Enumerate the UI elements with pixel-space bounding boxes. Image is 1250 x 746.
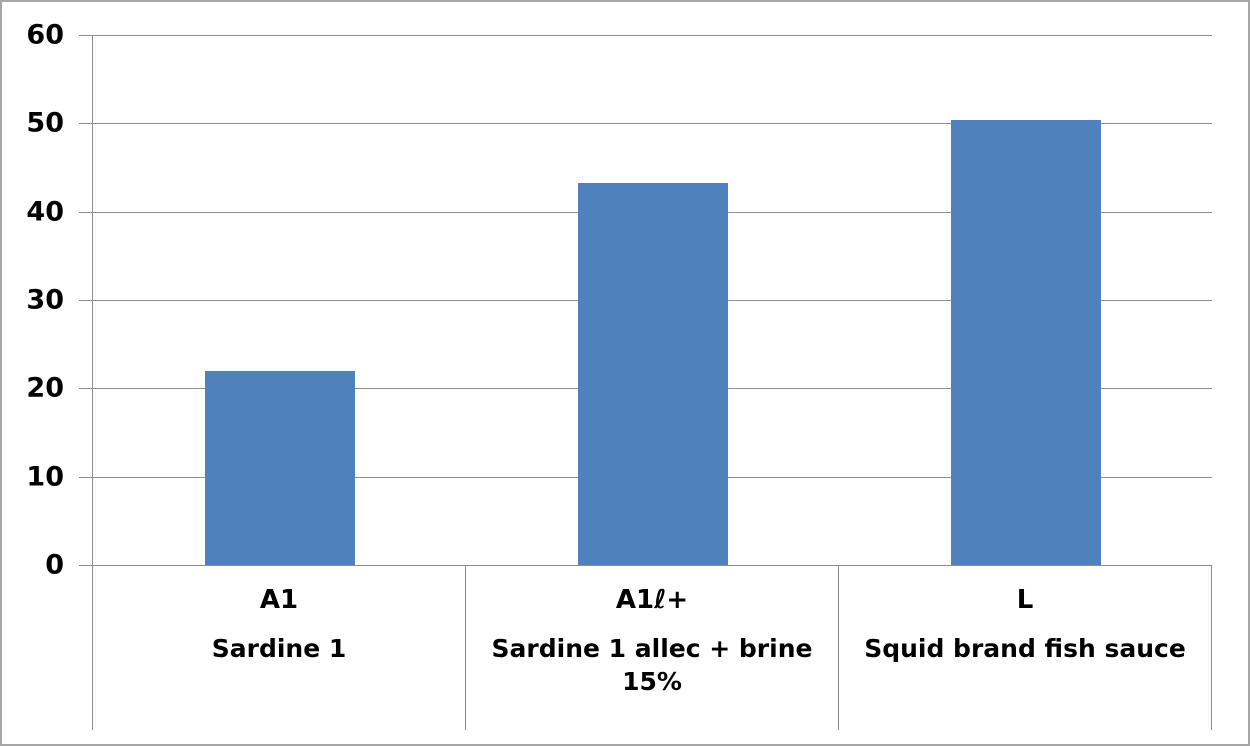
y-tick-label: 60 bbox=[26, 19, 64, 51]
category-code-label: L bbox=[1016, 585, 1034, 615]
category-group-label: Squid brand fish sauce bbox=[864, 633, 1186, 663]
bar-cell bbox=[466, 35, 839, 565]
category-cell: L Squid brand fish sauce bbox=[838, 565, 1212, 730]
y-tick-label: 30 bbox=[26, 284, 64, 316]
x-axis-labels: A1 Sardine 1 A1ℓ+ Sardine 1 allec + brin… bbox=[92, 565, 1212, 730]
y-tick-label: 50 bbox=[26, 107, 64, 139]
category-group-label: Sardine 1 bbox=[211, 633, 347, 663]
category-code-label: A1 bbox=[259, 585, 299, 615]
bar-cell bbox=[93, 35, 466, 565]
bar-sardine-1 bbox=[204, 370, 355, 565]
bar-cell bbox=[839, 35, 1212, 565]
plot-area bbox=[79, 35, 1212, 566]
y-tick-label: 10 bbox=[26, 461, 64, 493]
gridline bbox=[79, 35, 1212, 36]
category-cell: A1ℓ+ Sardine 1 allec + brine 15% bbox=[465, 565, 838, 730]
gridline bbox=[79, 565, 1212, 566]
y-tick-label: 20 bbox=[26, 372, 64, 404]
y-axis: 60 50 40 30 20 10 0 bbox=[2, 22, 64, 579]
bar-squid-brand-fish-sauce bbox=[950, 119, 1101, 565]
bars-container bbox=[93, 35, 1212, 565]
y-tick-label: 0 bbox=[45, 549, 64, 581]
category-cell: A1 Sardine 1 bbox=[92, 565, 465, 730]
y-tick-label: 40 bbox=[26, 196, 64, 228]
gridline bbox=[79, 123, 1212, 125]
bar-sardine-1-allec-brine bbox=[577, 182, 728, 565]
category-code-label: A1ℓ+ bbox=[615, 585, 689, 615]
category-group-label: Sardine 1 allec + brine 15% bbox=[491, 633, 813, 697]
